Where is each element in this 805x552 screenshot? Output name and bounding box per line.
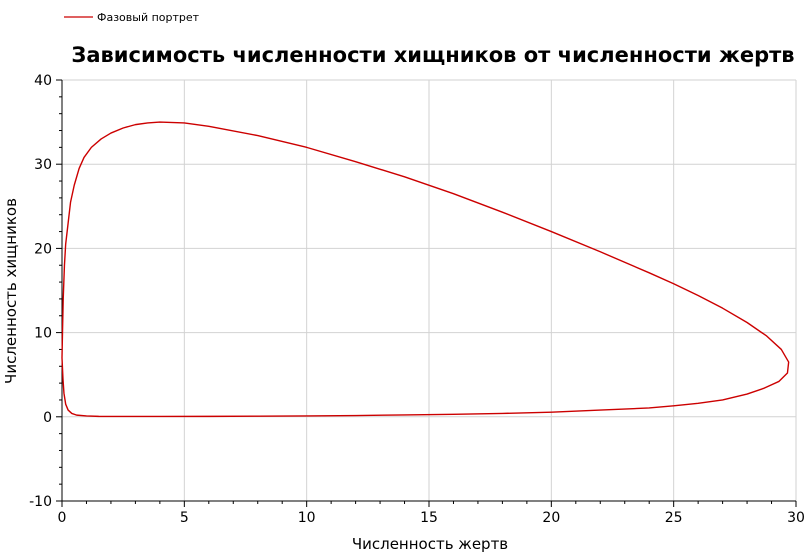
y-tick-label: 30 [34, 157, 52, 173]
y-tick-label: 10 [34, 326, 52, 342]
x-tick-label: 15 [420, 510, 438, 526]
legend-label-phase-portrait: Фазовый портрет [97, 11, 200, 24]
y-axis-label: Численность хищников [2, 198, 20, 384]
x-tick-label: 30 [787, 510, 805, 526]
x-axis-ticks: 0 5 10 15 20 25 30 [58, 501, 805, 526]
y-tick-label: 20 [34, 241, 52, 257]
x-tick-label: 0 [58, 510, 67, 526]
x-tick-label: 20 [542, 510, 560, 526]
y-axis-ticks: -10 0 10 20 30 40 [29, 73, 62, 510]
grid [61, 79, 797, 502]
x-tick-label: 5 [180, 510, 189, 526]
series-line-phase-portrait [61, 121, 790, 418]
y-tick-label: 0 [43, 410, 52, 426]
chart-title: Зависимость численности хищников от числ… [71, 43, 794, 67]
x-tick-label: 25 [665, 510, 683, 526]
x-axis-label: Численность жертв [352, 535, 508, 552]
legend: Фазовый портрет [64, 11, 200, 24]
x-tick-label: 10 [298, 510, 316, 526]
y-tick-label: -10 [29, 494, 52, 510]
series-layer [61, 121, 790, 418]
y-tick-label: 40 [34, 73, 52, 89]
